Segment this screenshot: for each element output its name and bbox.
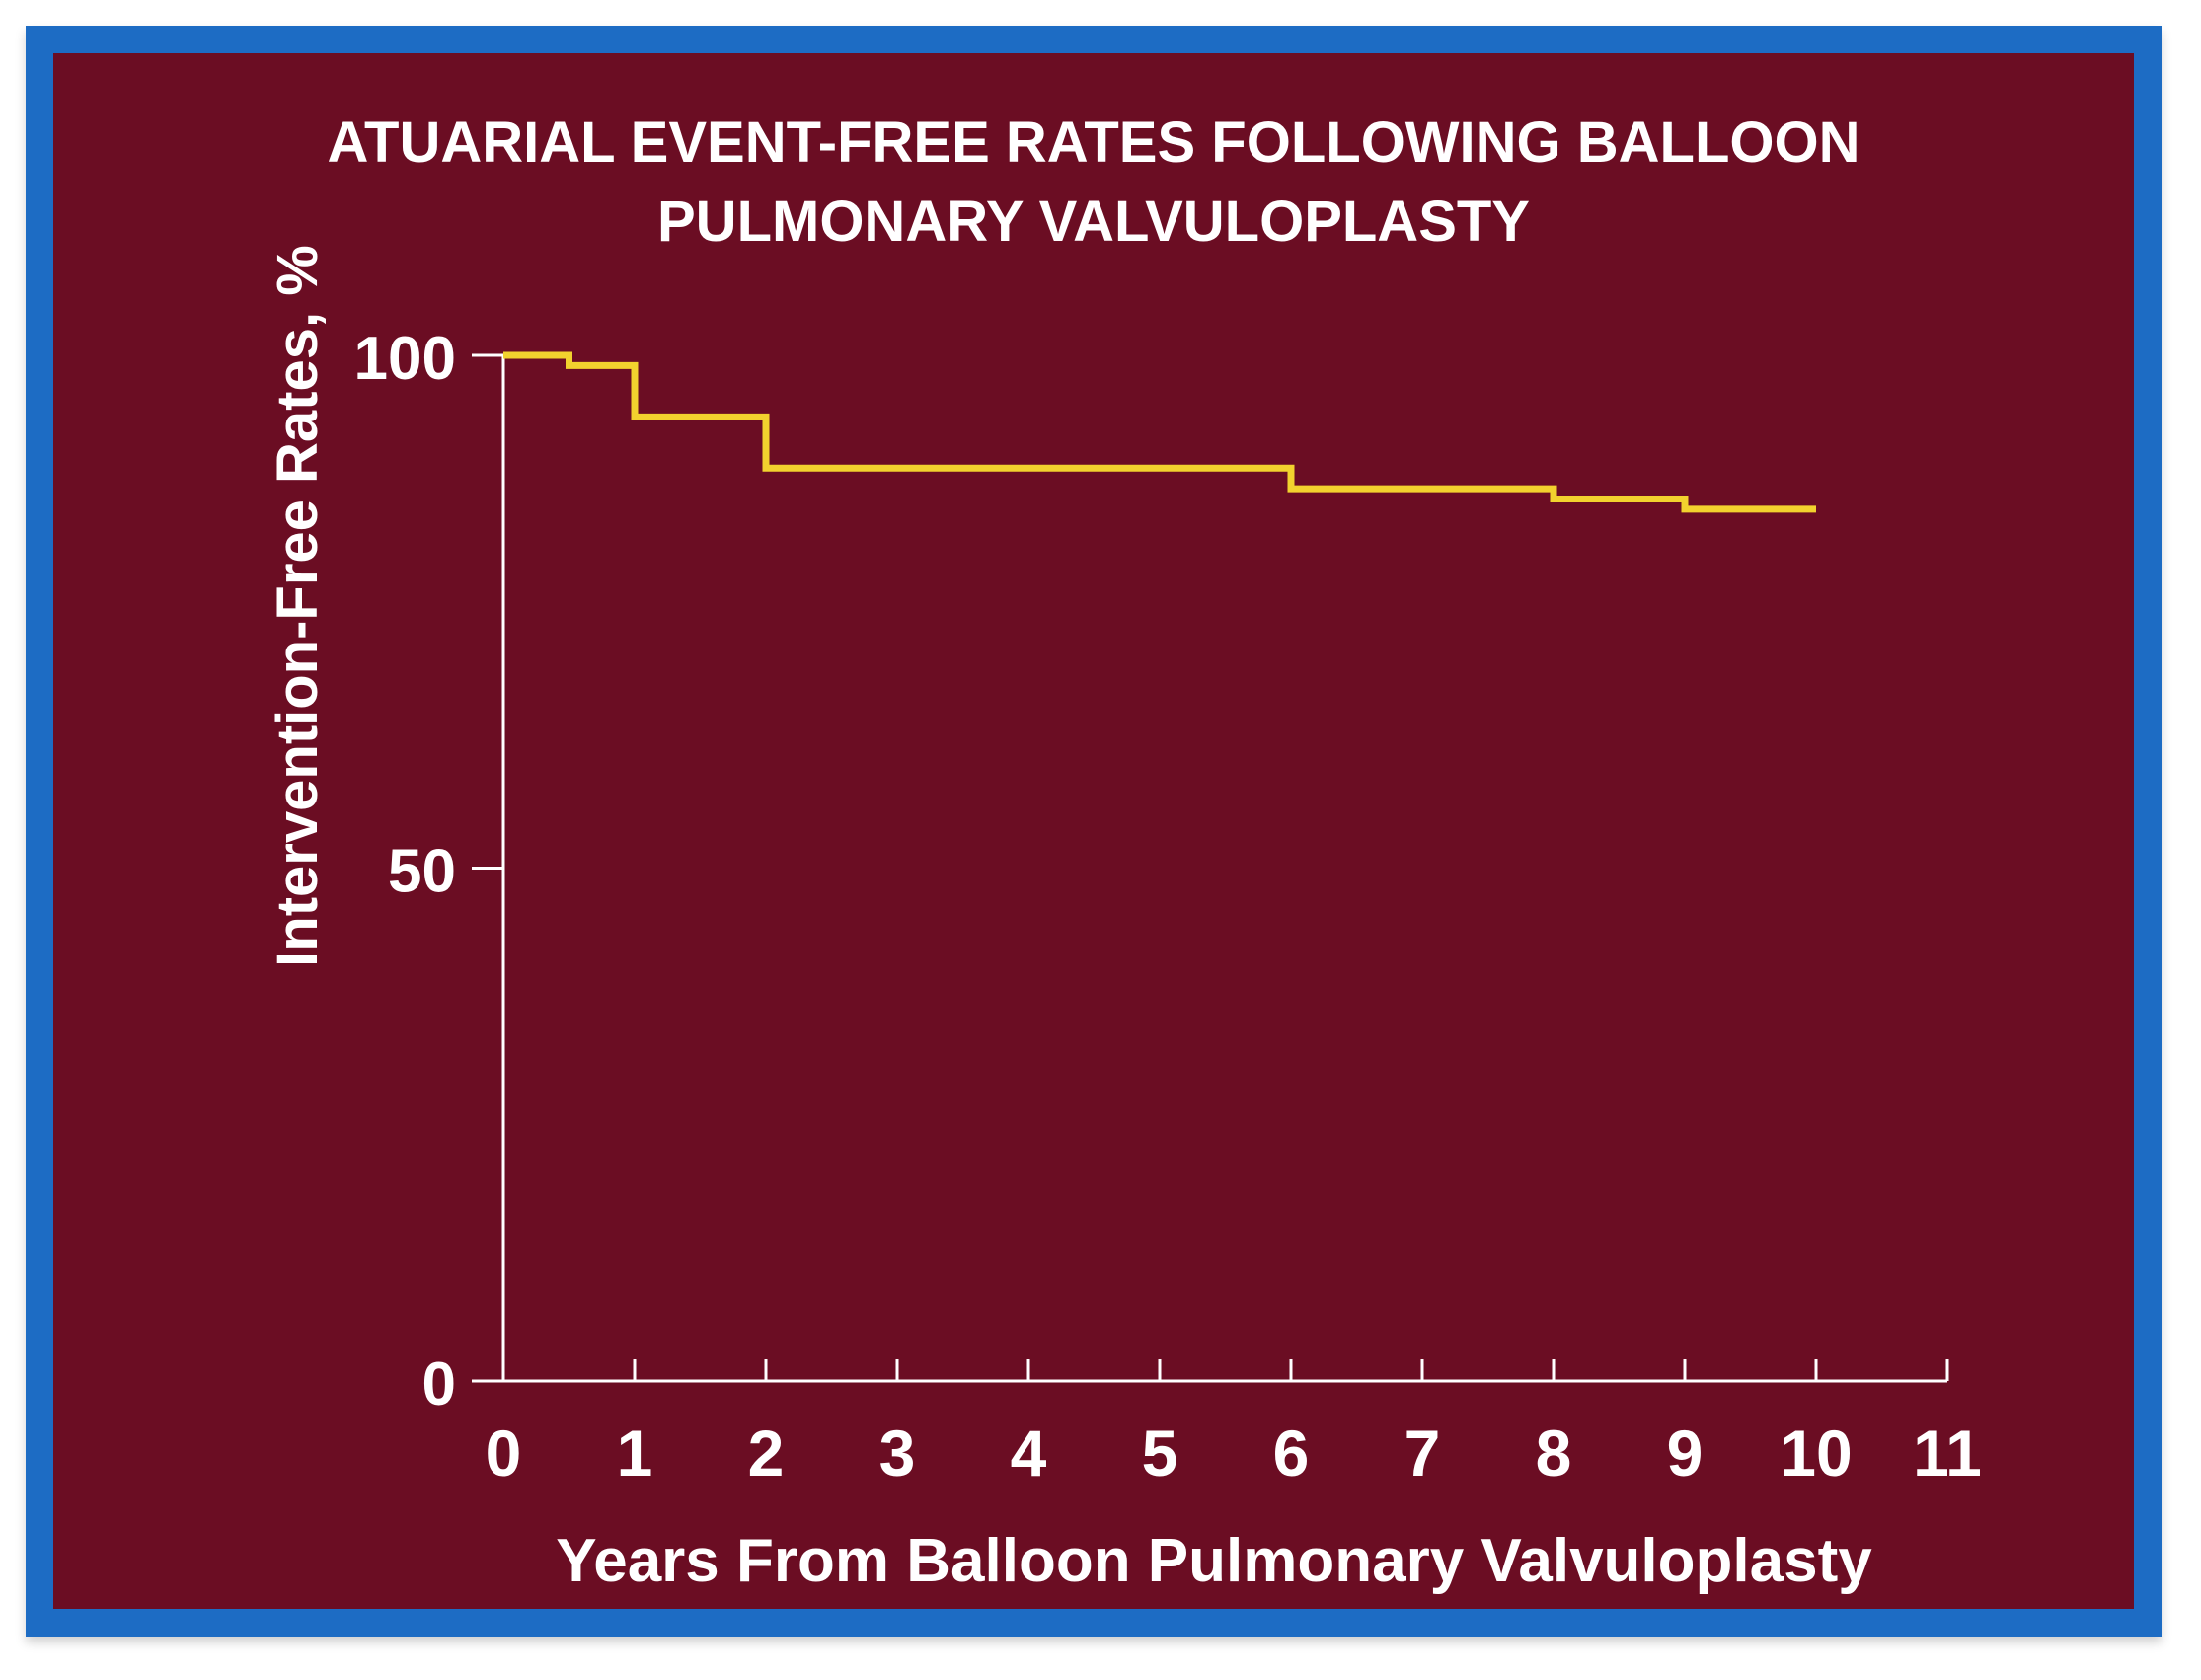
chart-title-line-2: PULMONARY VALVULOPLASTY [657, 190, 1530, 254]
slide-frame: ATUARIAL EVENT-FREE RATES FOLLOWING BALL… [26, 26, 2162, 1637]
x-tick-label: 9 [1667, 1416, 1704, 1489]
x-tick-label: 6 [1273, 1416, 1310, 1489]
x-tick-label: 0 [486, 1416, 522, 1489]
ticks: 0 50 100 0 1 2 3 4 5 6 7 8 9 10 11 [354, 325, 1982, 1489]
x-tick-label: 5 [1142, 1416, 1178, 1489]
y-tick-label: 0 [422, 1350, 456, 1418]
series [502, 351, 1817, 513]
x-tick-label: 4 [1011, 1416, 1047, 1489]
chart: ATUARIAL EVENT-FREE RATES FOLLOWING BALL… [266, 111, 1982, 1595]
x-tick-label: 8 [1536, 1416, 1572, 1489]
x-tick-label: 7 [1404, 1416, 1441, 1489]
y-tick-label: 50 [388, 838, 456, 906]
x-tick-label: 1 [617, 1416, 653, 1489]
y-axis-label: Intervention-Free Rates, % [266, 245, 330, 967]
x-tick-label: 10 [1780, 1416, 1852, 1489]
chart-slide: ATUARIAL EVENT-FREE RATES FOLLOWING BALL… [53, 53, 2134, 1609]
survival-step-line [503, 351, 1816, 513]
x-tick-label: 11 [1913, 1416, 1982, 1489]
x-tick-label: 2 [748, 1416, 785, 1489]
y-tick-label: 100 [354, 325, 456, 393]
x-tick-label: 3 [879, 1416, 916, 1489]
x-axis-label: Years From Balloon Pulmonary Valvuloplas… [556, 1527, 1872, 1595]
chart-title-line-1: ATUARIAL EVENT-FREE RATES FOLLOWING BALL… [327, 111, 1859, 175]
